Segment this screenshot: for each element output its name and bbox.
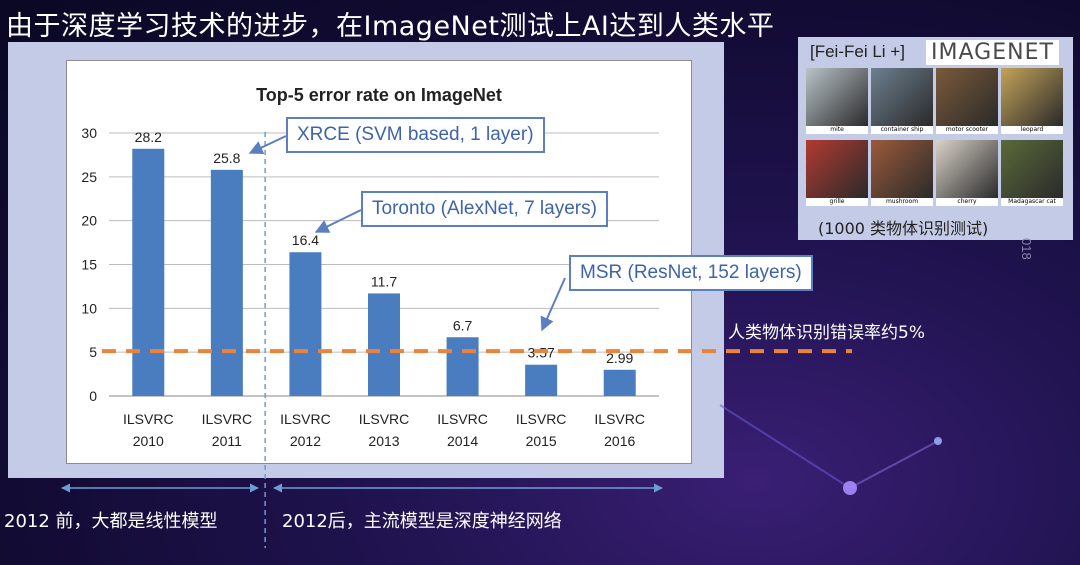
sample-photo [936, 68, 998, 126]
imagenet-sample-image: mite [806, 68, 868, 134]
post-2012-label: 2012后，主流模型是深度神经网络 [282, 511, 562, 532]
x-tick-label: ILSVRC [437, 411, 488, 427]
imagenet-logo: IMAGENET [926, 40, 1059, 65]
callout-xrce: XRCE (SVM based, 1 layer) [286, 117, 545, 153]
sample-photo [1001, 68, 1063, 126]
sample-photo [1001, 140, 1063, 198]
y-tick-label: 20 [81, 213, 97, 229]
imagenet-sample-image: Madagascar cat [1001, 140, 1063, 206]
decor-glow-dot [843, 481, 857, 495]
bar [446, 337, 479, 396]
bar [603, 369, 636, 396]
human-error-label: 人类物体识别错误率约5% [728, 323, 925, 343]
imagenet-panel: [Fei-Fei Li +] IMAGENET mite container sh… [798, 37, 1073, 240]
x-tick-label: 2011 [212, 433, 242, 449]
bar [289, 252, 322, 396]
data-label: 2.99 [606, 350, 633, 366]
x-tick-label: ILSVRC [123, 411, 174, 427]
imagenet-credit: [Fei-Fei Li +] [810, 42, 905, 61]
imagenet-sample-image: motor scooter [936, 68, 998, 134]
x-tick-label: ILSVRC [359, 411, 410, 427]
sample-caption: motor scooter [936, 126, 998, 134]
sample-caption: mite [806, 126, 868, 134]
sample-caption: grille [806, 198, 868, 206]
y-tick-label: 10 [81, 300, 97, 316]
data-label: 11.7 [371, 273, 397, 289]
imagenet-sample-image: grille [806, 140, 868, 206]
x-tick-label: 2016 [604, 433, 635, 449]
sample-photo [806, 140, 868, 198]
slide-number: 018 [1019, 238, 1034, 260]
data-label: 6.7 [453, 317, 473, 333]
x-tick-label: 2012 [290, 433, 321, 449]
data-label: 16.4 [292, 232, 319, 248]
chart-title: Top-5 error rate on ImageNet [256, 85, 502, 105]
sample-caption: container ship [871, 126, 933, 134]
decor-glow-dot [934, 437, 942, 445]
data-label: 25.8 [213, 150, 240, 166]
sample-photo [806, 68, 868, 126]
imagenet-sample-image: container ship [871, 68, 933, 134]
bar [525, 364, 558, 396]
callout-msr: MSR (ResNet, 152 layers) [569, 255, 813, 291]
sample-caption: mushroom [871, 198, 933, 206]
sample-photo [936, 140, 998, 198]
imagenet-caption: (1000 类物体识别测试) [818, 219, 989, 238]
sample-photo [871, 140, 933, 198]
y-tick-label: 5 [89, 344, 97, 360]
y-tick-label: 25 [81, 169, 97, 185]
x-tick-label: 2015 [526, 433, 557, 449]
x-tick-label: 2013 [368, 433, 399, 449]
imagenet-sample-grid: mite container ship motor scooter leopard gr… [806, 68, 1064, 209]
x-tick-label: 2010 [133, 433, 164, 449]
decor-streak [719, 404, 851, 489]
x-tick-label: 2014 [447, 433, 478, 449]
slide-title: 由于深度学习技术的进步，在ImageNet测试上AI达到人类水平 [6, 11, 775, 42]
imagenet-sample-image: mushroom [871, 140, 933, 206]
bar [368, 293, 400, 396]
data-label: 3.57 [528, 345, 555, 361]
x-tick-label: ILSVRC [202, 411, 253, 427]
pre-2012-label: 2012 前，大都是线性模型 [4, 511, 218, 532]
y-tick-label: 15 [81, 257, 97, 273]
bar [210, 169, 243, 396]
y-tick-label: 0 [89, 388, 97, 404]
callout-toronto: Toronto (AlexNet, 7 layers) [361, 191, 608, 227]
sample-caption: Madagascar cat [1001, 198, 1063, 206]
imagenet-sample-image: leopard [1001, 68, 1063, 134]
data-label: 28.2 [135, 129, 162, 145]
x-tick-label: ILSVRC [280, 411, 331, 427]
x-tick-label: ILSVRC [594, 411, 645, 427]
sample-photo [871, 68, 933, 126]
sample-caption: leopard [1001, 126, 1063, 134]
sample-caption: cherry [936, 198, 998, 206]
imagenet-sample-image: cherry [936, 140, 998, 206]
decor-streak [849, 439, 941, 489]
bar [132, 148, 165, 396]
y-tick-label: 30 [81, 125, 97, 141]
x-tick-label: ILSVRC [516, 411, 567, 427]
